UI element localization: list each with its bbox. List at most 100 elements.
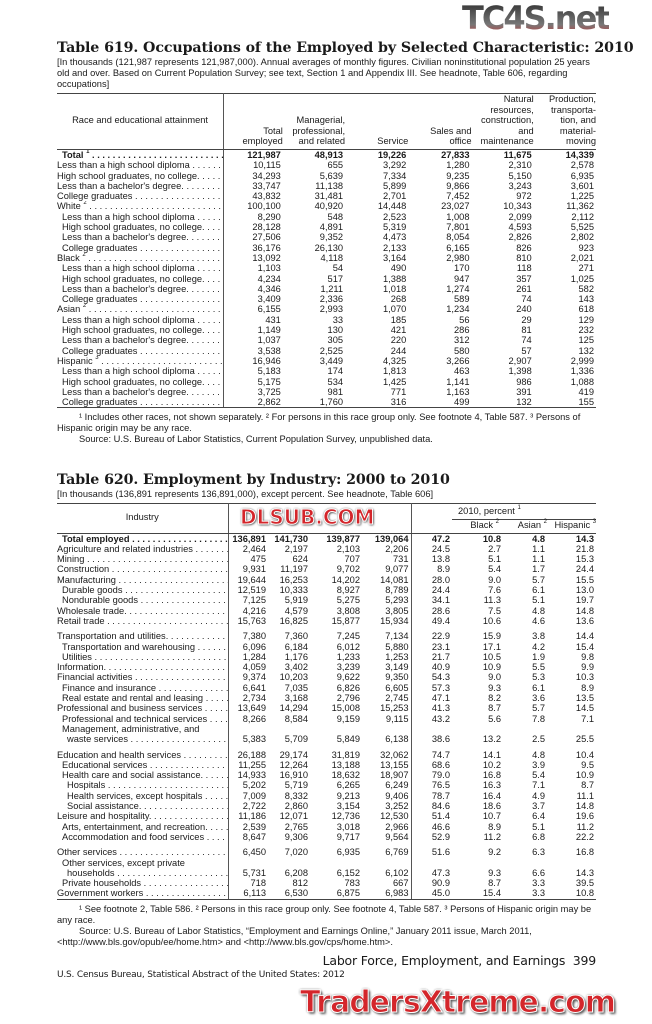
row-label-text: Health care and social assistance. <box>62 770 204 781</box>
cell-value: 15,763 <box>237 615 266 626</box>
cell-value: 261 <box>516 283 532 294</box>
row-label: Transportation and warehousing <box>57 641 229 652</box>
cell-value: 8.7 <box>581 780 595 791</box>
cell-value: 33 <box>332 314 344 325</box>
cell-value: 13,649 <box>237 703 266 714</box>
table-620: Industry 2010, percent 1 Black 2 Asian 2… <box>57 503 597 900</box>
cell-value: 79.0 <box>431 770 450 781</box>
cell-value: 56 <box>459 314 470 325</box>
cell-value: 2,796 <box>336 693 360 704</box>
row-label-text: College graduates <box>62 294 138 305</box>
row-label: Agriculture and related industries <box>57 543 229 555</box>
cell-value: 1,274 <box>446 283 470 294</box>
cell-value: 17.1 <box>482 641 501 652</box>
table-row: Agriculture and related industries 2,464 2… <box>57 543 596 555</box>
cell-value: 1,008 <box>446 211 470 222</box>
cell-value: 6,184 <box>284 641 308 652</box>
cell-value: 10.9 <box>482 662 501 673</box>
cell-value: 4.2 <box>532 641 545 652</box>
cell-value: 6,450 <box>242 847 266 858</box>
table-row: College graduates 3,409 2,336 268 589 74 143 <box>57 294 596 305</box>
cell-value: 15,008 <box>331 703 360 714</box>
cell-value: 463 <box>454 366 470 377</box>
cell-value: 33,747 <box>252 180 281 191</box>
cell-value: 81 <box>521 325 532 336</box>
cell-value: 13,155 <box>362 759 412 771</box>
row-label-text: Private households <box>62 878 142 889</box>
cell-value: 3,725 <box>257 386 281 397</box>
cell-value: 4,325 <box>383 355 407 366</box>
cell-value: 6,641 <box>242 682 266 693</box>
cell-value: 5,275 <box>336 595 360 606</box>
cell-value: 11.2 <box>576 821 595 832</box>
table-row: Less than a high school diploma 10,115 655… <box>57 160 596 171</box>
row-label: College graduates <box>57 397 225 409</box>
cell-value: 10.4 <box>575 749 595 760</box>
row-label-text: Hispanic <box>57 355 93 366</box>
cell-value: 490 <box>390 263 407 274</box>
cell-value: 90.9 <box>431 878 450 889</box>
cell-value: 4.8 <box>532 533 545 544</box>
table-row: Less than a high school diploma 8,290 548 2… <box>57 211 596 223</box>
cell-value: 4.6 <box>532 615 545 626</box>
cell-value: 1,253 <box>362 651 412 663</box>
table-620-notes: ¹ See footnote 2, Table 586. ² Persons i… <box>57 904 599 948</box>
cell-value: 26,130 <box>314 242 344 253</box>
cell-value: 11,197 <box>280 564 308 575</box>
cell-value: 12,071 <box>279 811 308 822</box>
cell-value: 8.9 <box>488 821 501 832</box>
cell-value: 15,253 <box>362 703 412 714</box>
footnote-marker: 2 <box>495 519 499 525</box>
table-row: Educational services 11,255 12,264 13,18813… <box>57 759 596 771</box>
cell-value: 7.8 <box>532 713 545 724</box>
row-label-text: Social assistance. <box>67 801 142 812</box>
cell-value: 5,709 <box>284 734 308 745</box>
publication-credit: U.S. Census Bureau, Statistical Abstract… <box>57 970 345 980</box>
cell-value: 5.1 <box>488 554 501 565</box>
cell-value: 2,336 <box>319 294 344 305</box>
cell-value: 16,253 <box>279 574 308 585</box>
cell-value: 1,149 <box>257 325 281 336</box>
row-label: Health services, except hospitals <box>57 790 229 802</box>
row-label-text: Professional and technical services <box>62 713 208 724</box>
cell-value: 27,833 <box>441 150 470 160</box>
cell-value: 6,138 <box>362 734 412 745</box>
cell-value: 15,877 <box>331 615 360 626</box>
cell-value: 74 <box>521 294 532 305</box>
cell-value: 3,805 <box>362 605 412 616</box>
cell-value: 121,987 <box>247 150 281 160</box>
cell-value: 3,601 <box>570 180 594 191</box>
cell-value: 2,021 <box>570 252 594 263</box>
cell-value: 3,266 <box>446 355 470 366</box>
cell-value: 14,339 <box>565 150 594 160</box>
cell-value: 3,538 <box>257 345 281 356</box>
cell-value: 499 <box>408 397 472 409</box>
cell-value: 1,141 <box>446 376 470 387</box>
column-header-asian: Asian 2 <box>503 519 547 534</box>
cell-value: 14.3 <box>575 867 595 878</box>
row-label-text: waste services <box>67 734 128 745</box>
cell-value: 6,875 <box>310 888 362 900</box>
column-label: Asian <box>517 520 542 530</box>
cell-value: 23,027 <box>441 201 470 212</box>
column-label: Hispanic <box>554 520 591 530</box>
cell-value: 2,310 <box>508 160 532 171</box>
cell-value: 9,622 <box>336 672 360 683</box>
cell-value <box>228 858 268 868</box>
section-name: Labor Force, Employment, and Earnings <box>322 953 566 968</box>
column-header: Sales and office <box>408 93 472 150</box>
cell-value: 10.8 <box>482 533 501 544</box>
cell-value: 7,009 <box>242 790 266 801</box>
cell-value: 2,745 <box>362 693 412 704</box>
row-label: High school graduates, no college. <box>57 376 225 387</box>
row-label: Real estate and rental and leasing <box>57 693 229 704</box>
cell-value: 13.6 <box>575 615 595 626</box>
cell-value: 5.7 <box>532 703 545 714</box>
cell-value: 6.4 <box>532 811 545 822</box>
cell-value: 5.1 <box>532 821 545 832</box>
cell-value: 5,525 <box>570 222 594 233</box>
cell-value: 57 <box>521 345 532 356</box>
cell-value: 7,452 <box>446 191 470 202</box>
